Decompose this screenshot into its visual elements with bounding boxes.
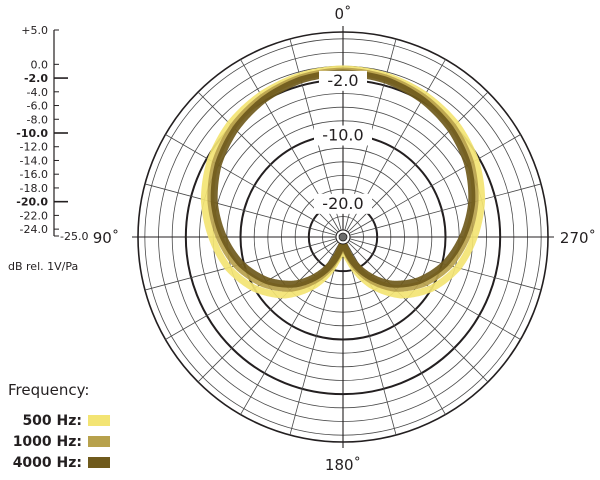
scale-tick-label: -24.0: [20, 223, 48, 236]
scale-tick-label: -22.0: [20, 209, 48, 222]
legend-label-3: 4000 Hz:: [13, 455, 82, 471]
scale-tick-label: +5.0: [21, 24, 48, 37]
scale-tick-label: -18.0: [20, 182, 48, 195]
scale-tick-label: -2.0: [24, 72, 48, 85]
ring-label: -10.0: [322, 126, 363, 145]
scale-tick-label: -14.0: [20, 154, 48, 167]
legend-label-1: 500 Hz:: [22, 413, 82, 429]
center-dot: [338, 232, 348, 242]
db-scale: +5.00.0-2.0-4.0-6.0-8.0-10.0-12.0-14.0-1…: [16, 24, 88, 243]
scale-tick-label: 0.0: [31, 58, 49, 71]
angle-label-right: 270˚: [560, 229, 596, 247]
scale-tick-label: -10.0: [16, 127, 48, 140]
center-mark: [335, 229, 351, 245]
angle-label-top: 0˚: [334, 5, 351, 23]
angle-label-bottom: 180˚: [325, 456, 361, 474]
grid-spoke: [342, 236, 489, 383]
ring-labels: -2.0 -10.0 -20.0: [314, 70, 372, 214]
scale-tick-label: -6.0: [27, 100, 48, 113]
scale-tick-label: -16.0: [20, 168, 48, 181]
ring-label-bg: [314, 193, 372, 214]
legend-label-2: 1000 Hz:: [13, 434, 82, 450]
grid-spoke: [342, 183, 542, 238]
scale-tick-label: -8.0: [27, 113, 48, 126]
ring-label-bg: [319, 70, 367, 91]
legend-title: Frequency:: [8, 381, 89, 399]
grid-spoke: [144, 183, 344, 238]
grid-spoke: [197, 236, 344, 383]
legend-swatch-3: [88, 457, 110, 468]
scale-tick-label: -25.0: [60, 230, 88, 243]
ring-label-bg: [314, 125, 372, 146]
ring-label: -2.0: [327, 71, 358, 90]
legend-swatch-1: [88, 415, 110, 426]
grid-spoke: [165, 134, 344, 238]
legend: Frequency: 500 Hz: 1000 Hz: 4000 Hz:: [8, 381, 110, 471]
unit-label: dB rel. 1V/Pa: [8, 260, 78, 273]
angle-label-left: 90˚: [93, 229, 120, 247]
legend-swatch-2: [88, 436, 110, 447]
scale-tick-label: -20.0: [16, 196, 48, 209]
scale-tick-label: -4.0: [27, 86, 48, 99]
grid-spoke: [342, 134, 521, 238]
ring-label: -20.0: [322, 194, 363, 213]
scale-tick-label: -12.0: [20, 141, 48, 154]
